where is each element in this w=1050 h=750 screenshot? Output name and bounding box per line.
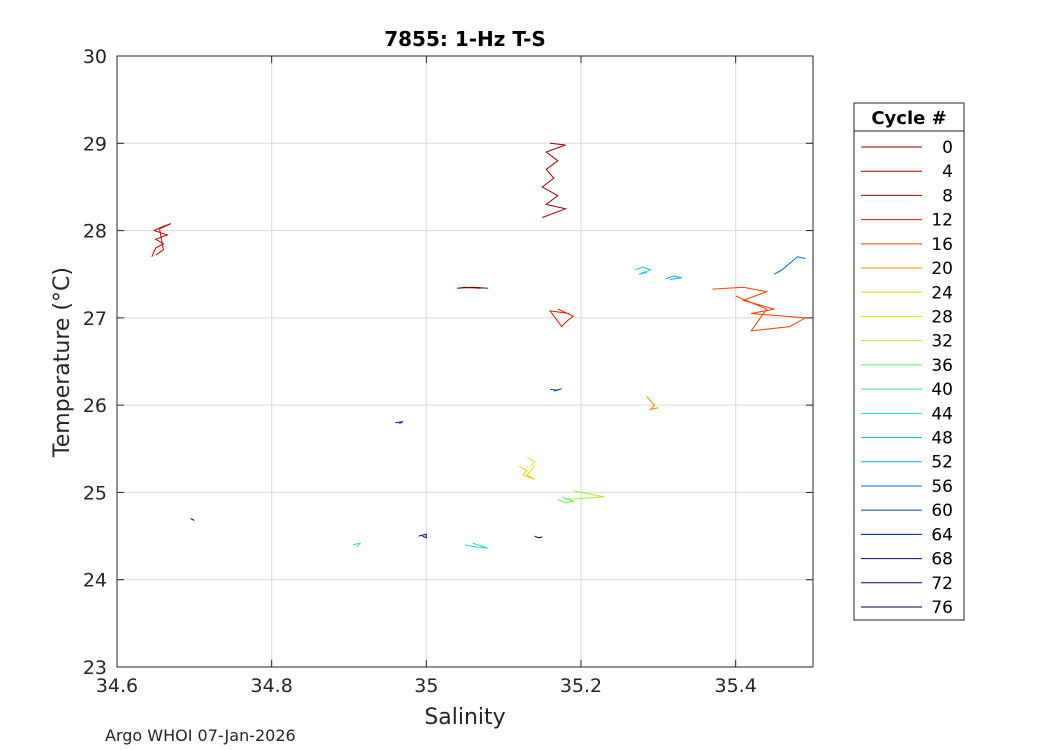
x-tick-label: 34.6 [96, 675, 138, 697]
y-tick-label: 28 [83, 221, 107, 243]
legend-label: 8 [942, 186, 953, 206]
series-line-40 [352, 542, 361, 547]
legend-label: 24 [931, 283, 953, 303]
legend-title: Cycle # [871, 108, 946, 129]
legend-label: 0 [942, 138, 953, 158]
series-line-72 [190, 518, 195, 521]
legend-label: 48 [931, 429, 953, 449]
ticks: 34.6 34.8 35 35.2 35.4 23 24 25 26 27 28 29 30 [83, 46, 813, 697]
y-tick-label: 30 [83, 46, 107, 68]
legend-box [853, 102, 965, 621]
y-axis-label: Temperature (°C) [50, 267, 75, 458]
y-tick-label: 26 [83, 395, 107, 417]
plot-area [117, 56, 813, 667]
series-line-60 [550, 388, 562, 392]
legend-label: 40 [931, 380, 953, 400]
series-line-48 [634, 266, 653, 275]
legend-label: 4 [942, 162, 953, 182]
series-line-8 [151, 223, 172, 258]
series-line-4 [541, 142, 568, 218]
series-line-56 [774, 256, 806, 275]
x-tick-label: 35 [414, 675, 438, 697]
series-line-20 [646, 396, 659, 411]
legend-label: 72 [931, 574, 953, 594]
y-tick-label: 27 [83, 308, 107, 330]
y-tick-label: 23 [83, 657, 107, 679]
series-line-32 [565, 490, 605, 500]
legend-label: 56 [931, 477, 953, 497]
legend-label: 64 [931, 525, 953, 545]
footer-credit: Argo WHOI 07-Jan-2026 [105, 726, 296, 745]
series-line-64 [395, 421, 404, 424]
y-tick-label: 25 [83, 482, 107, 504]
legend-label: 68 [931, 550, 953, 570]
legend-label: 60 [931, 501, 953, 521]
legend-label: 28 [931, 307, 953, 327]
series-line-36 [557, 496, 576, 504]
series-line-68 [418, 533, 427, 539]
y-tick-label: 29 [83, 133, 107, 155]
series-layer [151, 142, 807, 549]
axes-box [116, 55, 814, 668]
legend-label: 16 [931, 235, 953, 255]
series-line-28 [526, 457, 536, 467]
legend: Cycle # 04812162024283236404448525660646… [853, 102, 965, 621]
x-tick-label: 35.4 [715, 675, 757, 697]
series-line-12 [549, 308, 575, 328]
legend-label: 32 [931, 332, 953, 352]
legend-label: 52 [931, 453, 953, 473]
series-line-16 [712, 286, 807, 332]
series-line-52 [665, 275, 682, 280]
series-line-24 [518, 465, 535, 480]
grid [117, 56, 813, 667]
chart-title: 7855: 1-Hz T-S [384, 27, 546, 51]
legend-label: 44 [931, 404, 953, 424]
x-tick-label: 35.2 [560, 675, 602, 697]
series-line-0 [457, 286, 489, 289]
legend-label: 20 [931, 259, 953, 279]
x-axis-label: Salinity [424, 705, 505, 730]
series-line-44 [464, 542, 489, 549]
series-line-76 [534, 535, 543, 539]
legend-label: 36 [931, 356, 953, 376]
x-tick-label: 34.8 [251, 675, 293, 697]
legend-label: 76 [931, 598, 953, 618]
legend-label: 12 [931, 211, 953, 231]
y-tick-label: 24 [83, 570, 107, 592]
